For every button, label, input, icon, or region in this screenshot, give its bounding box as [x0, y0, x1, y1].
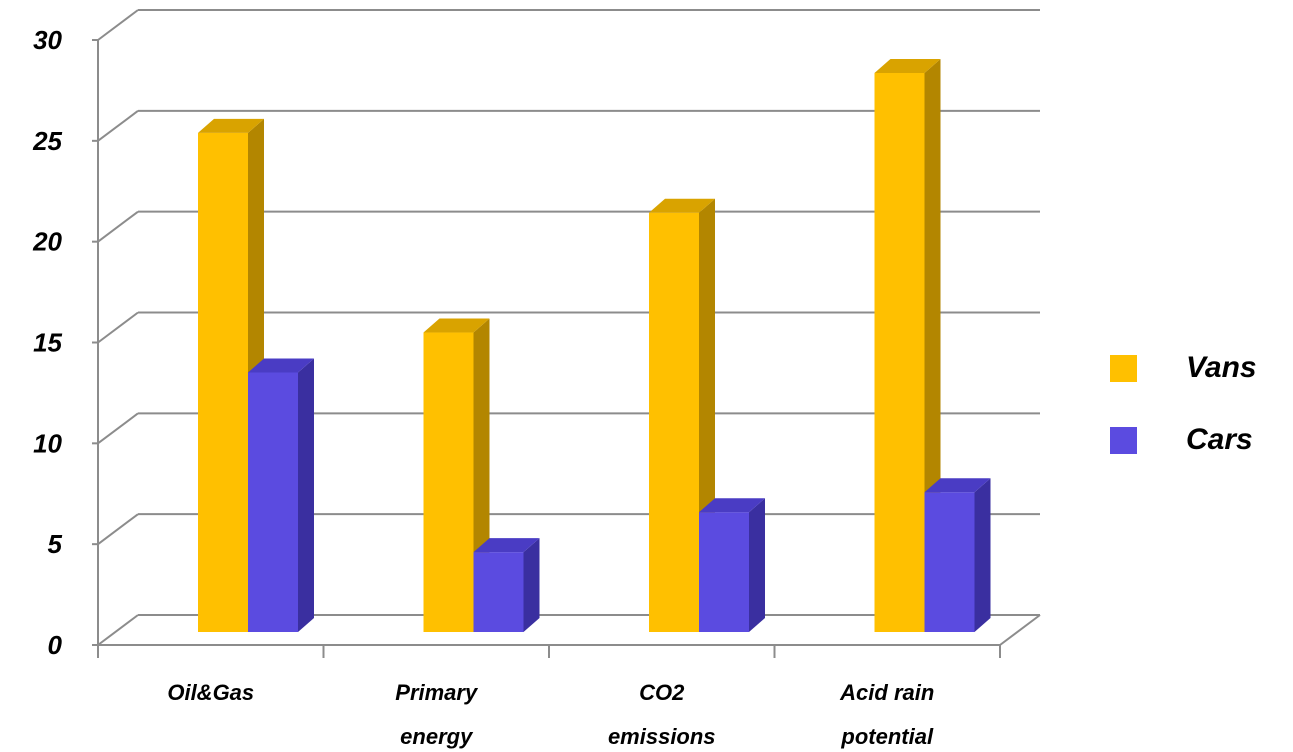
gridline-side [97, 9, 139, 41]
gridline-side [97, 210, 139, 243]
gridline-side [97, 513, 139, 545]
gridline-side [97, 110, 139, 142]
y-tick-label: 20 [32, 227, 62, 257]
bar-top-cars-0 [248, 358, 314, 373]
legend-swatch-cars [1110, 427, 1137, 454]
bar-top-vans-0 [198, 118, 264, 133]
bar-side-cars-2 [749, 498, 765, 632]
bar-side-cars-3 [974, 478, 991, 632]
y-tick-label: 30 [33, 25, 62, 55]
y-tick-label: 5 [48, 529, 63, 559]
y-tick-labels: 0 5 10 15 20 25 30 [32, 25, 62, 660]
bar-top-vans-1 [423, 318, 490, 333]
x-category-labels: Oil&Gas Primary energy CO2 emissions Acid rai… [167, 680, 934, 749]
y-tick-label: 25 [32, 126, 62, 156]
y-tick-label: 10 [33, 428, 62, 458]
bar-side-cars-1 [523, 538, 540, 632]
floor-edge [999, 614, 1041, 646]
gridline-side [97, 412, 139, 445]
bar-vans-3 [874, 72, 925, 633]
bar-vans-1 [423, 332, 474, 632]
bar-side-cars-0 [298, 358, 314, 632]
bar-top-vans-3 [874, 58, 941, 73]
bar-cars-1 [473, 552, 524, 632]
bar-top-vans-2 [649, 198, 715, 213]
bar-cars-3 [924, 492, 975, 632]
legend-swatch-vans [1110, 355, 1137, 382]
gridline-side [97, 614, 139, 646]
x-category-label: Oil&Gas [167, 680, 254, 705]
bar-vans-0 [198, 132, 248, 632]
y-tick-label: 0 [48, 630, 63, 660]
bar-cars-0 [248, 372, 298, 632]
x-category-label: Primary energy [395, 680, 479, 749]
gridline-side [97, 311, 139, 344]
legend-label-cars: Cars [1186, 423, 1253, 456]
bar-vans-2 [649, 212, 699, 633]
bar-top-cars-1 [473, 538, 540, 553]
bar-top-cars-3 [924, 478, 991, 493]
axes [92, 39, 1041, 658]
legend: Vans Cars [1110, 351, 1257, 456]
y-tick-label: 15 [33, 328, 62, 358]
legend-label-vans: Vans [1186, 351, 1257, 384]
x-category-label: CO2 emissions [608, 680, 716, 749]
bars [198, 58, 991, 633]
bar-top-cars-2 [699, 498, 765, 513]
bar-cars-2 [699, 512, 749, 632]
x-category-label: Acid rain potential [839, 680, 934, 749]
